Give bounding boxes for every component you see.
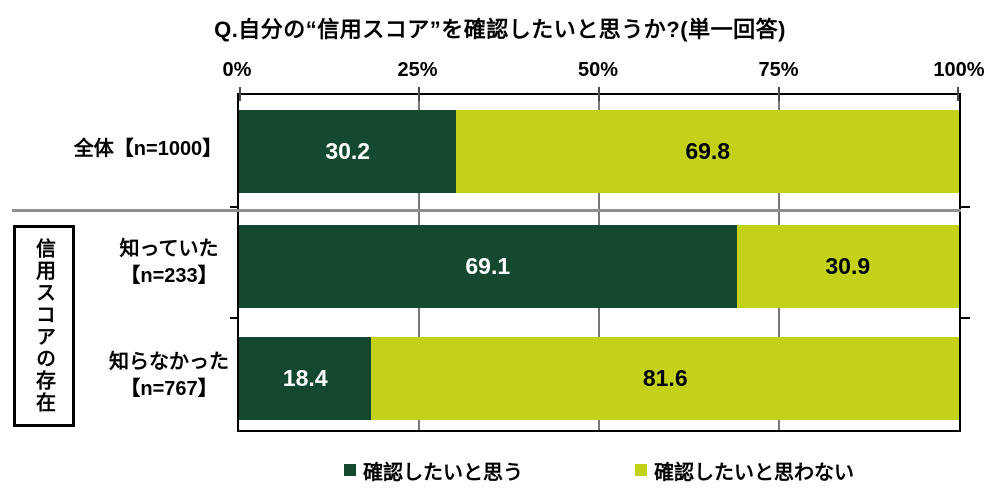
group-separator-line: [12, 209, 961, 212]
bar-segment: 81.6: [371, 337, 959, 420]
value-label: 81.6: [642, 365, 688, 391]
bar-row: 18.4 81.6: [239, 337, 959, 420]
value-label: 69.8: [685, 138, 731, 164]
value-label: 30.9: [825, 253, 871, 279]
category-label: 全体【n=1000】: [73, 138, 223, 160]
axis-tick-mark: [957, 87, 959, 101]
axis-tick-mark: [598, 87, 600, 101]
plot-area: 30.2 69.8 69.1 30.9 18.4 81.6: [230, 87, 970, 432]
axis-tick-label: 100%: [933, 59, 985, 81]
axis-tick-label: 75%: [758, 59, 799, 81]
bar-row: 69.1 30.9: [239, 225, 959, 308]
bar-segment: 69.8: [456, 110, 959, 193]
axis-tick-mark: [239, 87, 241, 101]
legend: 確認したいと思う 確認したいと思わない: [237, 456, 961, 484]
legend-item: 確認したいと思わない: [635, 456, 854, 485]
category-tick-mark: [230, 317, 239, 320]
group-label: 信用スコアの存在: [32, 238, 55, 414]
axis-tick-label: 50%: [577, 59, 619, 81]
bar-segment: 30.9: [736, 225, 959, 308]
legend-swatch: [344, 464, 356, 476]
value-label: 18.4: [282, 365, 328, 391]
bar-row: 30.2 69.8: [239, 110, 959, 193]
legend-item: 確認したいと思う: [344, 456, 523, 485]
bar-segment: 30.2: [239, 110, 457, 193]
category-tick-mark: [961, 205, 970, 208]
legend-label: 確認したいと思わない: [654, 461, 854, 484]
bar-segment: 69.1: [239, 225, 737, 308]
value-label: 30.2: [325, 138, 371, 164]
legend-label: 確認したいと思う: [363, 461, 523, 484]
axis-tick-mark: [418, 87, 420, 101]
category-tick-mark: [961, 317, 970, 320]
category-label: 知っていた 【n=233】: [119, 237, 219, 287]
legend-swatch: [635, 464, 647, 476]
value-label: 69.1: [465, 253, 511, 279]
bar-segment: 18.4: [239, 337, 372, 420]
axis-tick-mark: [778, 87, 780, 101]
chart-title: Q.自分の“信用スコア”を確認したいと思うか?(単一回答): [214, 17, 786, 42]
group-label-box: 信用スコアの存在: [13, 225, 75, 427]
axis-tick-label: 0%: [222, 59, 252, 81]
axis-tick-label: 25%: [397, 59, 438, 81]
category-label: 知らなかった 【n=767】: [109, 350, 229, 400]
category-tick-mark: [230, 205, 239, 208]
